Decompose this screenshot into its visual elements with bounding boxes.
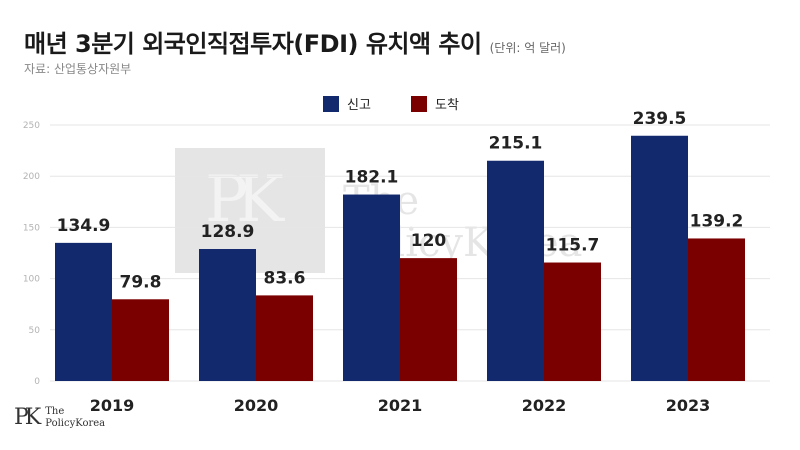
source-note: 자료: 산업통상자원부 xyxy=(24,62,132,76)
legend-swatch xyxy=(411,96,427,112)
data-label: 83.6 xyxy=(264,268,306,288)
y-tick-label: 250 xyxy=(23,121,40,131)
brand-mark: PK xyxy=(14,405,41,430)
unit-note: (단위: 억 달러) xyxy=(489,41,566,55)
brand-name-line2: PolicyKorea xyxy=(45,418,106,429)
legend-label: 도착 xyxy=(435,98,459,113)
y-tick-label: 200 xyxy=(23,172,40,182)
bar-declared xyxy=(343,194,400,381)
data-label: 182.1 xyxy=(345,168,399,188)
x-tick-label: 2022 xyxy=(522,396,567,415)
data-label: 120 xyxy=(411,231,447,251)
data-label: 239.5 xyxy=(633,109,687,129)
bar-declared xyxy=(199,249,256,381)
data-label: 79.8 xyxy=(120,272,162,292)
bar-declared xyxy=(631,135,688,381)
x-tick-label: 2021 xyxy=(378,396,423,415)
bar-arrived xyxy=(544,262,601,381)
bar-declared xyxy=(55,242,112,381)
brand-name-line1: The xyxy=(45,406,65,417)
data-label: 215.1 xyxy=(489,134,543,154)
brand-name: The PolicyKorea xyxy=(45,406,105,430)
x-tick-label: 2020 xyxy=(234,396,279,415)
bar-arrived xyxy=(256,295,313,381)
bar-arrived xyxy=(688,238,745,381)
x-tick-label: 2023 xyxy=(666,396,711,415)
data-label: 128.9 xyxy=(201,222,255,242)
y-tick-label: 0 xyxy=(34,377,40,387)
legend-swatch xyxy=(323,96,339,112)
y-tick-label: 100 xyxy=(23,275,40,285)
data-label: 139.2 xyxy=(690,211,744,231)
chart-title: 매년 3분기 외국인직접투자(FDI) 유치액 추이 xyxy=(24,30,482,58)
bar-arrived xyxy=(400,258,457,381)
y-tick-label: 50 xyxy=(29,326,41,336)
x-tick-label: 2019 xyxy=(90,396,135,415)
data-label: 115.7 xyxy=(546,236,600,256)
bar-declared xyxy=(487,160,544,381)
data-label: 134.9 xyxy=(57,216,111,236)
y-tick-label: 150 xyxy=(23,223,40,233)
legend-label: 신고 xyxy=(347,98,371,113)
bar-arrived xyxy=(112,299,169,381)
title-row: 매년 3분기 외국인직접투자(FDI) 유치액 추이 (단위: 억 달러) xyxy=(24,24,566,59)
brand-logo: PK The PolicyKorea xyxy=(14,406,105,430)
